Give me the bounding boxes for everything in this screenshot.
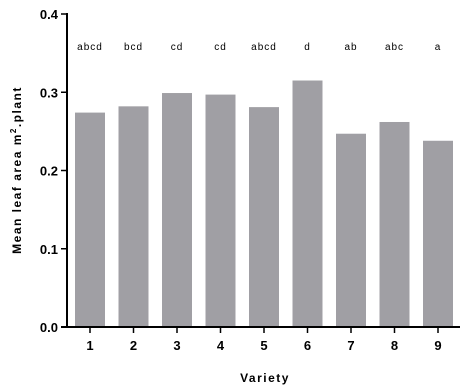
y-axis-title-end: .plant [10,86,24,127]
x-tick-label-9: 9 [434,338,441,353]
bar-variety-6 [292,80,323,327]
y-tick-label-0.3: 0.3 [40,85,58,100]
x-tick-label-7: 7 [347,338,354,353]
bar-variety-3 [162,93,192,327]
bar-variety-9 [423,140,453,327]
y-tick-label-0.4: 0.4 [40,7,59,22]
group-letter-1: abcd [77,42,103,53]
x-tick-label-1: 1 [86,338,93,353]
bar-variety-7 [336,133,366,327]
x-tick-label-6: 6 [304,338,311,353]
bar-variety-8 [379,121,410,327]
y-axis-title-main: Mean leaf area m [10,133,24,254]
bar-variety-1 [75,112,105,327]
y-tick-label-0.0: 0.0 [40,320,58,335]
group-letter-7: ab [344,42,357,53]
bar-variety-5 [249,107,279,328]
group-letter-4: cd [214,42,227,53]
bar-variety-4 [205,94,236,327]
x-tick-label-2: 2 [130,338,137,353]
x-tick-label-3: 3 [173,338,180,353]
bar-variety-2 [118,106,149,328]
x-axis-title: Variety [240,371,290,385]
group-letter-8: abc [385,42,404,53]
bars-group [75,80,453,328]
y-axis-title-superscript: 2 [9,127,18,133]
x-tick-label-8: 8 [391,338,398,353]
y-tick-label-0.1: 0.1 [40,242,58,257]
group-letter-6: d [304,42,311,53]
group-letter-2: bcd [124,42,143,53]
y-axis: 0.0 0.1 0.2 0.3 0.4 [40,7,68,335]
y-tick-label-0.2: 0.2 [40,164,58,179]
x-tick-label-4: 4 [217,338,225,353]
group-letter-5: abcd [251,42,277,53]
x-axis: 1 2 3 4 5 6 7 8 9 [61,326,460,353]
group-letter-3: cd [171,42,184,53]
group-letters: abcd bcd cd cd abcd d ab abc a [77,42,442,53]
group-letter-9: a [435,42,442,53]
y-axis-title: Mean leaf area m2.plant [9,86,24,254]
x-tick-label-5: 5 [260,338,267,353]
